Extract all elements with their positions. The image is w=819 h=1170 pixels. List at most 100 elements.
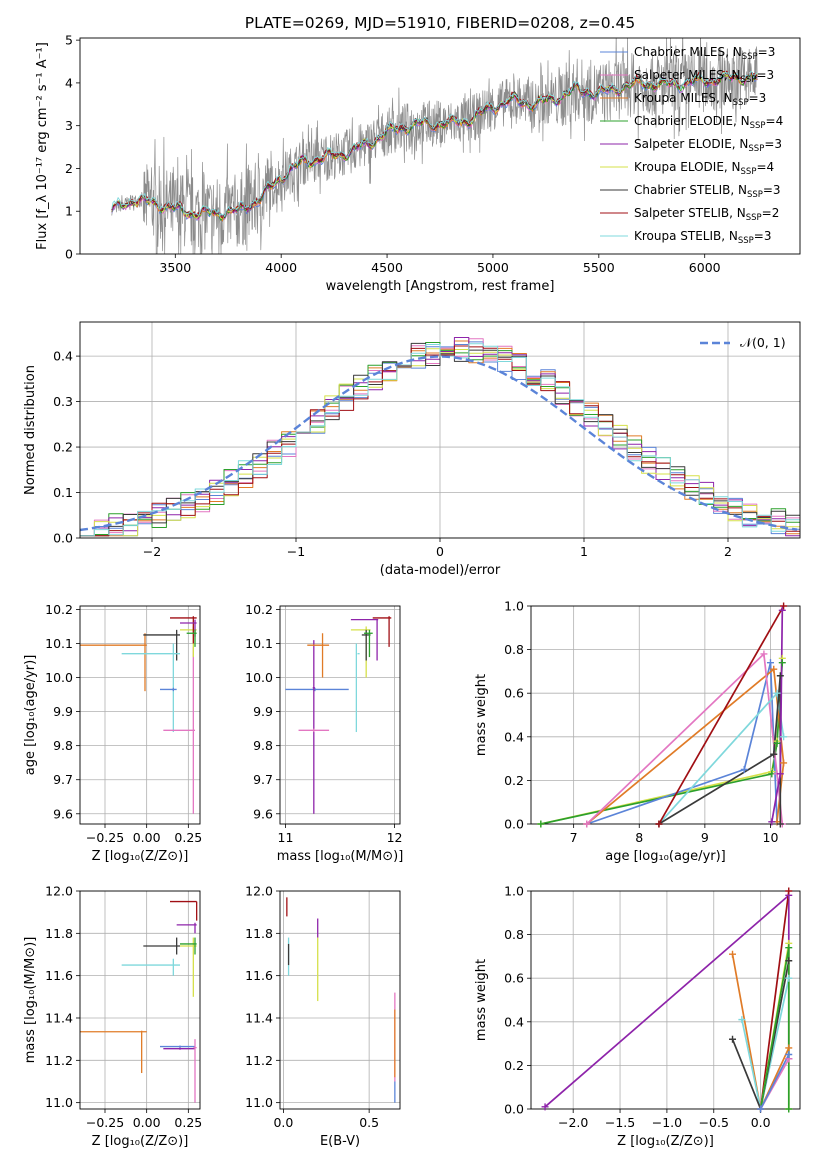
z_age-plot-area [80,606,200,824]
mass_age-panel: 11 12 9.6 9.7 9.8 9.9 10.0 10.1 10.2 mass [log₁₀(… [245,602,403,864]
z_mass-panel: −0.25 0.00 0.25 11.0 11.2 11.4 11.6 11.8 12.0 Z [… [23,884,202,1150]
spectrum-panel: 3500 4000 4500 5000 5500 6000 0 1 2 3 4 5 wavelength… [35,33,801,294]
z_weight-xtick-label: −2.0 [558,1115,588,1130]
spectrum-xtick-label: 4000 [265,260,297,275]
legend-entry-sub: SSP [741,167,757,177]
spectrum-ytick-label: 2 [65,161,73,176]
legend-entry-chabrier_miles: Chabrier MILES, NSSP=3 [634,45,775,62]
mass_age-plot-area [280,606,400,824]
age_weight-marker-salpeter_stelib [655,820,663,828]
z_weight-panel: −2.0 −1.5 −1.0 −0.5 0.0 0.0 0.2 0.4 0.6 0.8 1.0 Z [… [474,884,801,1149]
z_weight-marker-chabrier_stelib [729,1035,737,1043]
z_mass-plot-area [80,891,200,1109]
ebv_mass-ytick-label: 11.2 [245,1053,273,1068]
spectrum-xtick-label: 4500 [371,260,403,275]
z_age-panel: −0.25 0.00 0.25 9.6 9.7 9.8 9.9 10.0 10.1 10.2 Z [… [23,602,202,864]
legend-entry-salpeter_stelib: Salpeter STELIB, NSSP=2 [634,206,779,223]
mass_age-ytick-label: 10.1 [245,636,273,651]
mass_age-xtick-label: 11 [278,830,294,845]
spectrum-xtick-label: 5000 [477,260,509,275]
spectrum-ytick-label: 5 [65,33,73,48]
residuals-ytick-label: 0.4 [53,349,73,364]
z_weight-line-kroupa_miles [731,954,790,1109]
age_weight-line-chabrier_elodie [540,662,784,824]
residuals-xtick-label: −1 [287,544,305,559]
age_weight-ytick-label: 0.2 [504,773,524,788]
mass_age-ytick-label: 9.9 [253,704,273,719]
z_age-ylabel: age [log₁₀(age/yr)] [23,655,38,776]
age_weight-marker-kroupa_stelib [780,733,788,741]
age_weight-ytick-label: 0.4 [504,729,524,744]
residuals-ytick-label: 0.3 [53,394,73,409]
ebv_mass-ytick-label: 11.4 [245,1010,273,1025]
age_weight-marker-salpeter_miles [583,820,591,828]
age_weight-marker-salpeter_miles [760,650,768,658]
residual-legend: 𝒩(0, 1) [700,335,786,350]
age_weight-ytick-label: 0.0 [504,817,524,832]
spectrum-ytick-label: 3 [65,118,73,133]
figure-title: PLATE=0269, MJD=51910, FIBERID=0208, z=0… [245,14,635,32]
legend-entry-salpeter_elodie: Salpeter ELODIE, NSSP=3 [634,137,782,154]
mass_age-ytick-label: 9.6 [253,806,273,821]
z_age-xtick-label: −0.25 [86,830,124,845]
ebv_mass-xlabel: E(B-V) [320,1134,360,1149]
residuals-ylabel: Normed distribution [23,365,38,495]
legend-entry-sub: SSP [750,121,766,131]
legend-entry-kroupa_elodie: Kroupa ELODIE, NSSP=4 [634,160,774,177]
age_weight-ytick-label: 1.0 [504,599,524,614]
legend-entry-salpeter_miles: Salpeter MILES, NSSP=3 [634,68,774,85]
z_weight-xtick-label: −1.5 [605,1115,635,1130]
z_weight-ytick-label: 0.0 [504,1102,524,1117]
z_age-frame [79,605,201,825]
residuals-xtick-label: 1 [580,544,588,559]
z_weight-marker-kroupa_miles [785,1044,793,1052]
z_mass-ytick-label: 11.4 [45,1010,73,1025]
residual-legend-label: 𝒩(0, 1) [740,335,786,350]
residuals-ytick-label: 0.1 [53,485,73,500]
legend-entry-sub: SSP [738,236,754,246]
ebv_mass-frame [279,890,401,1110]
z_weight-plot-area [531,891,800,1109]
z_weight-frame [530,890,801,1110]
z_weight-marker-chabrier_miles [757,1105,765,1113]
mass_age-frame [279,605,401,825]
age_weight-xlabel: age [log₁₀(age/yr)] [605,849,726,864]
z_age-ytick-label: 10.0 [45,670,73,685]
age_weight-marker-salpeter_elodie [778,606,786,614]
z_weight-ytick-label: 0.4 [504,1014,524,1029]
legend-entry-sub: SSP [741,75,757,85]
residuals-panel: −2 −1 0 1 2 0.0 0.1 0.2 0.3 0.4 (data-model)/error… [23,321,801,578]
z_mass-ylabel: mass [log₁₀(M/M⊙)] [23,937,38,1064]
z_age-ytick-label: 10.1 [45,636,73,651]
legend-entry-sub: SSP [748,144,764,154]
spectrum-ytick-label: 1 [65,204,73,219]
z_age-xlabel: Z [log₁₀(Z/Z⊙)] [92,849,189,864]
age_weight-marker-chabrier_stelib [770,750,778,758]
residuals-frame [79,321,801,539]
z_weight-marker-chabrier_stelib [785,957,793,965]
legend-entry-suffix: =3 [749,91,767,105]
residuals-xtick-label: 0 [436,544,444,559]
z_age-ytick-label: 9.8 [53,738,73,753]
spectrum-model-kroupa_stelib [111,70,758,217]
z_age-ytick-label: 10.2 [45,602,73,617]
z_weight-ytick-label: 0.2 [504,1058,524,1073]
z_age-ytick-label: 9.6 [53,806,73,821]
ebv_mass-xtick-label: 0.0 [273,1115,293,1130]
residuals-ytick-label: 0.0 [53,531,73,546]
z_mass-xlabel: Z [log₁₀(Z/Z⊙)] [92,1134,189,1149]
ebv_mass-ytick-label: 11.8 [245,926,273,941]
z_weight-marker-chabrier_elodie [785,944,793,952]
ebv_mass-ytick-label: 11.0 [245,1095,273,1110]
z_mass-frame [79,890,201,1110]
ebv_mass-plot-area [280,891,400,1109]
z_weight-line-chabrier_miles [759,1054,790,1109]
z_weight-marker-kroupa_miles [729,950,737,958]
age_weight-xtick-label: 8 [635,830,643,845]
age_weight-line-salpeter_miles [586,653,784,824]
spectrum-frame [79,37,801,255]
residuals-ytick-label: 0.2 [53,440,73,455]
z_weight-marker-chabrier_miles [785,1051,793,1058]
z_weight-line-kroupa_stelib [741,978,790,1109]
age_weight-marker-chabrier_elodie [773,739,781,747]
